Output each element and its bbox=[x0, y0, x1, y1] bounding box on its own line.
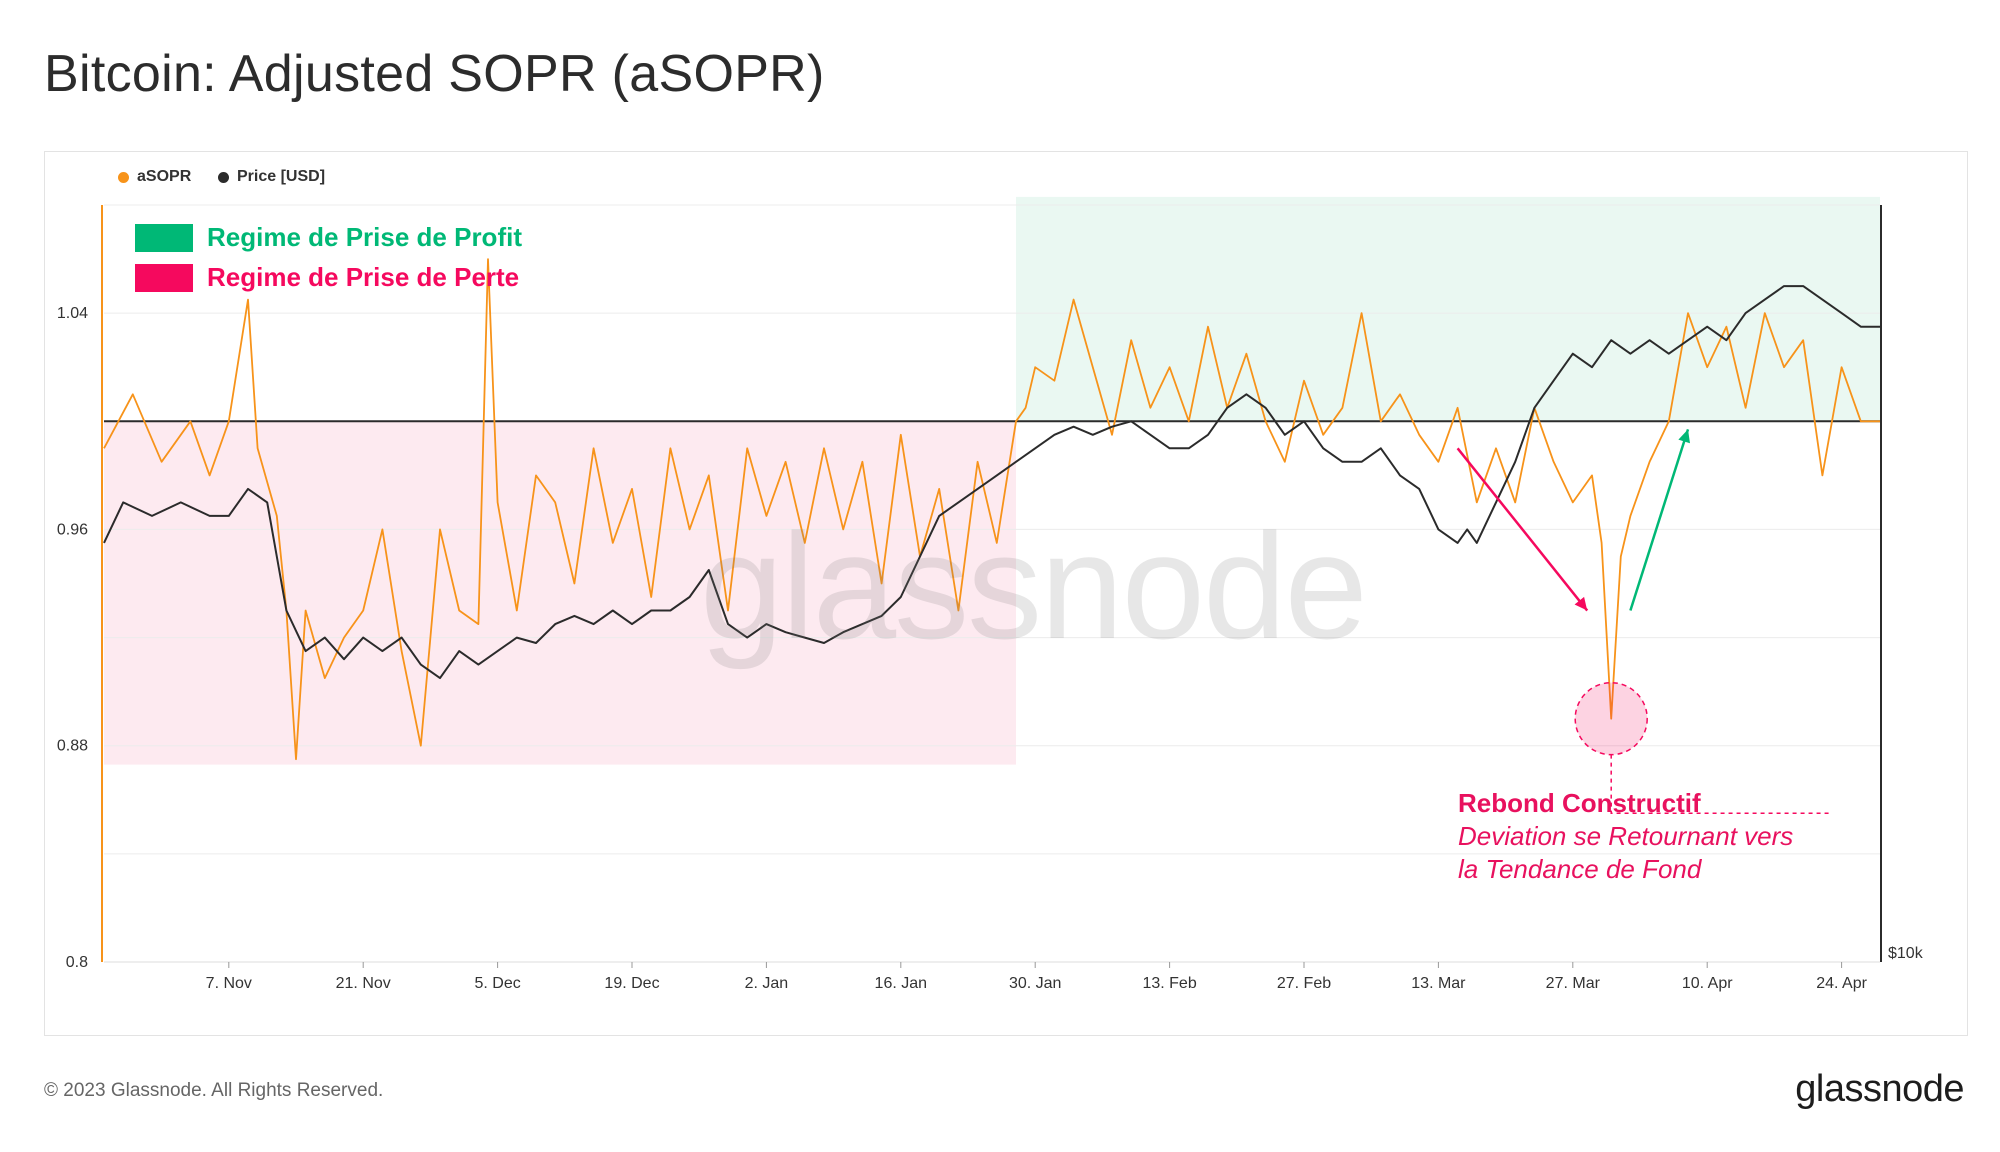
y-tick-label-1: 0.96 bbox=[57, 521, 88, 538]
x-tick-label-0: 7. Nov bbox=[206, 975, 252, 992]
axis-layer: 1.04 0.96 0.88 0.8 $10k 7. Nov 21. Nov 5. Dec 19… bbox=[57, 205, 1924, 992]
page-title: Bitcoin: Adjusted SOPR (aSOPR) bbox=[44, 45, 825, 103]
annotation-arrow-green-shaft bbox=[1629, 429, 1690, 611]
x-tick-label-3: 19. Dec bbox=[604, 975, 659, 992]
x-tick-label-11: 10. Apr bbox=[1682, 975, 1733, 992]
x-tick-label-12: 24. Apr bbox=[1816, 975, 1867, 992]
legend-dot-price bbox=[218, 171, 229, 183]
legend-dot-asopr bbox=[118, 171, 129, 183]
annotation-line1: Deviation se Retournant vers bbox=[1458, 821, 1794, 851]
x-tick-label-4: 2. Jan bbox=[745, 975, 789, 992]
legend-item-asopr[interactable]: aSOPR bbox=[118, 168, 191, 186]
regime-label-loss: Regime de Prise de Perte bbox=[207, 262, 520, 292]
annotation-title: Rebond Constructif bbox=[1458, 788, 1701, 818]
y-right-tick-label-0: $10k bbox=[1888, 945, 1924, 962]
series-line-asopr bbox=[103, 258, 1880, 761]
chart-frame bbox=[44, 151, 1968, 1036]
regime-swatch-profit bbox=[135, 223, 193, 252]
watermark: glassnode bbox=[700, 502, 1368, 670]
x-tick-label-9: 13. Mar bbox=[1411, 975, 1466, 992]
regime-band-loss bbox=[104, 421, 1016, 765]
regime-band-profit bbox=[1016, 196, 1880, 422]
legend-label-asopr: aSOPR bbox=[137, 168, 192, 185]
y-tick-label-3: 0.8 bbox=[66, 954, 88, 971]
x-tick-label-1: 21. Nov bbox=[336, 975, 391, 992]
regime-key-profit: Regime de Prise de Profit bbox=[135, 222, 522, 253]
x-tick-label-7: 13. Feb bbox=[1142, 975, 1196, 992]
legend-label-price: Price [USD] bbox=[237, 168, 326, 185]
x-tick-label-8: 27. Feb bbox=[1277, 975, 1331, 992]
regime-key-loss: Regime de Prise de Perte bbox=[135, 262, 519, 293]
x-tick-label-6: 30. Jan bbox=[1009, 975, 1061, 992]
annotation-arrow-pink-head bbox=[1574, 596, 1588, 611]
y-tick-label-0: 1.04 bbox=[57, 305, 88, 322]
x-tick-label-2: 5. Dec bbox=[474, 975, 520, 992]
annotation-leader bbox=[1610, 754, 1832, 815]
regime-swatch-loss bbox=[135, 263, 193, 292]
regime-label-profit: Regime de Prise de Profit bbox=[207, 222, 522, 252]
legend-item-price[interactable]: Price [USD] bbox=[218, 168, 325, 186]
y-tick-label-2: 0.88 bbox=[57, 738, 88, 755]
annotation-arrow-green-head bbox=[1678, 429, 1690, 444]
annotation-arrow-pink-shaft bbox=[1456, 447, 1589, 612]
annot-layer bbox=[1456, 429, 1832, 815]
x-tick-label-5: 16. Jan bbox=[875, 975, 927, 992]
series-layer bbox=[103, 258, 1880, 761]
brand-logo: glassnode bbox=[1795, 1068, 1964, 1110]
series-line-price bbox=[103, 285, 1880, 680]
regime-layer bbox=[104, 196, 1880, 765]
annotation-arrow-pink bbox=[1456, 447, 1589, 612]
annotation-arrow-green bbox=[1629, 429, 1690, 611]
dip-highlight-circle bbox=[1574, 681, 1648, 756]
copyright: © 2023 Glassnode. All Rights Reserved. bbox=[44, 1080, 384, 1101]
annotation-line2: la Tendance de Fond bbox=[1458, 854, 1702, 884]
x-tick-label-10: 27. Mar bbox=[1546, 975, 1601, 992]
